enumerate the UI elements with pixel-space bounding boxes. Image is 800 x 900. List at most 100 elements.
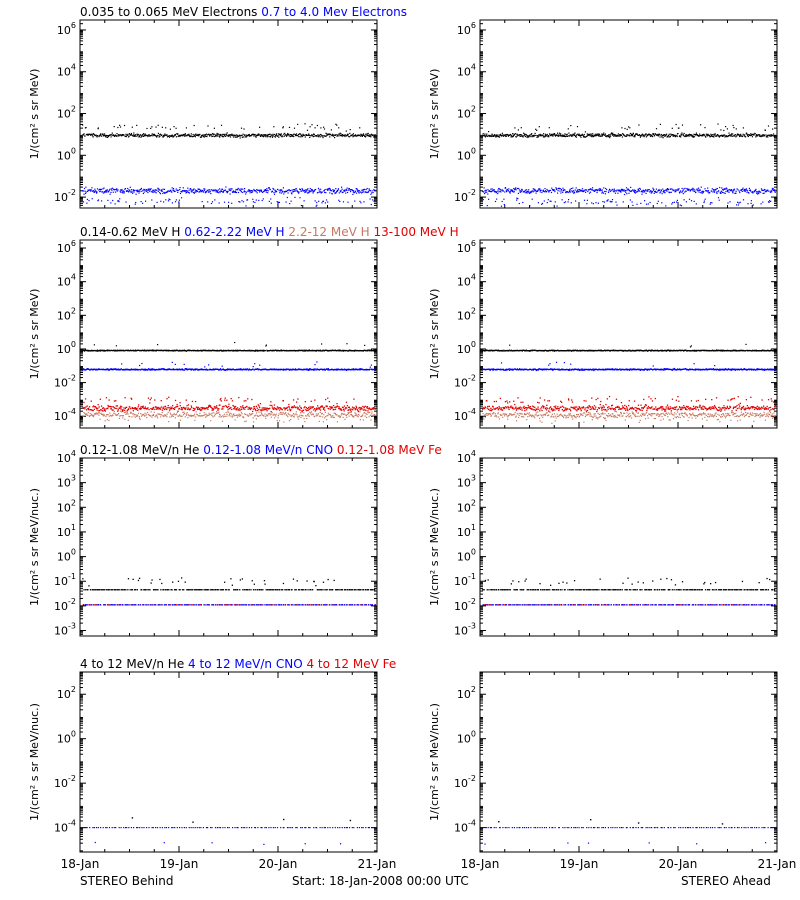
data-point [242, 133, 244, 135]
data-point [342, 201, 345, 203]
data-point [743, 190, 745, 192]
data-point [247, 350, 249, 352]
data-point [261, 414, 263, 416]
data-point [707, 133, 709, 135]
data-point [690, 200, 693, 202]
data-point [733, 190, 735, 192]
data-point [130, 349, 132, 351]
data-point [535, 134, 537, 137]
data-point [101, 407, 104, 409]
data-point [636, 191, 638, 193]
data-point [773, 136, 775, 138]
data-point [370, 203, 372, 206]
data-point [306, 134, 308, 136]
data-point [345, 401, 348, 403]
data-point [548, 127, 550, 129]
data-point [251, 134, 253, 136]
data-point [222, 350, 224, 352]
data-point [343, 413, 345, 415]
data-point [246, 199, 249, 201]
data-point [520, 127, 522, 129]
data-point [333, 412, 335, 414]
data-point [213, 133, 215, 135]
data-point [312, 369, 314, 371]
data-point [230, 415, 232, 417]
data-point [634, 190, 636, 192]
data-point [750, 190, 752, 192]
data-point [561, 134, 564, 136]
data-point [105, 397, 108, 399]
data-point [235, 414, 237, 416]
data-point [208, 133, 210, 135]
data-point [284, 413, 286, 415]
data-point [219, 136, 221, 138]
data-point [237, 187, 239, 189]
data-point [299, 197, 301, 199]
data-point [184, 190, 186, 192]
data-point [558, 132, 561, 134]
data-point [135, 349, 137, 351]
data-point [648, 189, 650, 191]
data-point [303, 134, 305, 136]
data-point [281, 413, 284, 415]
data-point [195, 350, 197, 352]
data-point [194, 191, 196, 193]
data-point [177, 191, 179, 193]
data-point [501, 132, 503, 134]
data-point [172, 189, 174, 191]
data-point [82, 407, 84, 409]
data-point [337, 188, 340, 190]
data-point [245, 420, 247, 422]
data-point [263, 135, 265, 137]
data-point [143, 414, 145, 416]
data-point [670, 188, 672, 190]
data-point [582, 136, 585, 138]
data-point [296, 134, 298, 136]
data-point [322, 416, 324, 418]
data-point [611, 201, 613, 203]
data-point [549, 134, 551, 136]
data-point [732, 135, 735, 137]
data-point [325, 135, 327, 137]
data-point [343, 134, 346, 136]
data-point [121, 415, 123, 417]
data-point [339, 416, 342, 418]
data-point [314, 189, 316, 191]
data-point [186, 191, 188, 193]
data-point [204, 135, 206, 137]
data-point [681, 124, 684, 126]
data-point [183, 363, 185, 365]
data-point [320, 368, 322, 370]
data-point [356, 408, 358, 411]
data-point [258, 415, 260, 417]
data-point [117, 368, 119, 370]
data-point [189, 415, 191, 417]
data-point [241, 136, 243, 138]
data-point [150, 407, 152, 410]
data-point [227, 408, 229, 410]
data-point [672, 134, 674, 136]
data-point [278, 420, 281, 422]
data-point [96, 409, 98, 411]
data-point [551, 134, 553, 136]
data-point [238, 408, 240, 410]
data-point [509, 134, 511, 137]
data-point [535, 190, 538, 192]
data-point [616, 135, 618, 137]
data-point [111, 415, 113, 417]
data-point [174, 417, 176, 419]
data-point [696, 189, 698, 191]
data-point [629, 189, 631, 191]
data-point [664, 134, 666, 136]
data-point [366, 406, 368, 408]
data-point [266, 349, 268, 351]
data-point [340, 190, 342, 192]
data-point [223, 416, 225, 418]
data-point [728, 191, 730, 193]
data-point [355, 407, 358, 409]
data-point [532, 190, 534, 192]
data-point [374, 134, 376, 136]
data-point [266, 134, 268, 136]
data-point [232, 350, 234, 352]
data-point [365, 191, 367, 193]
